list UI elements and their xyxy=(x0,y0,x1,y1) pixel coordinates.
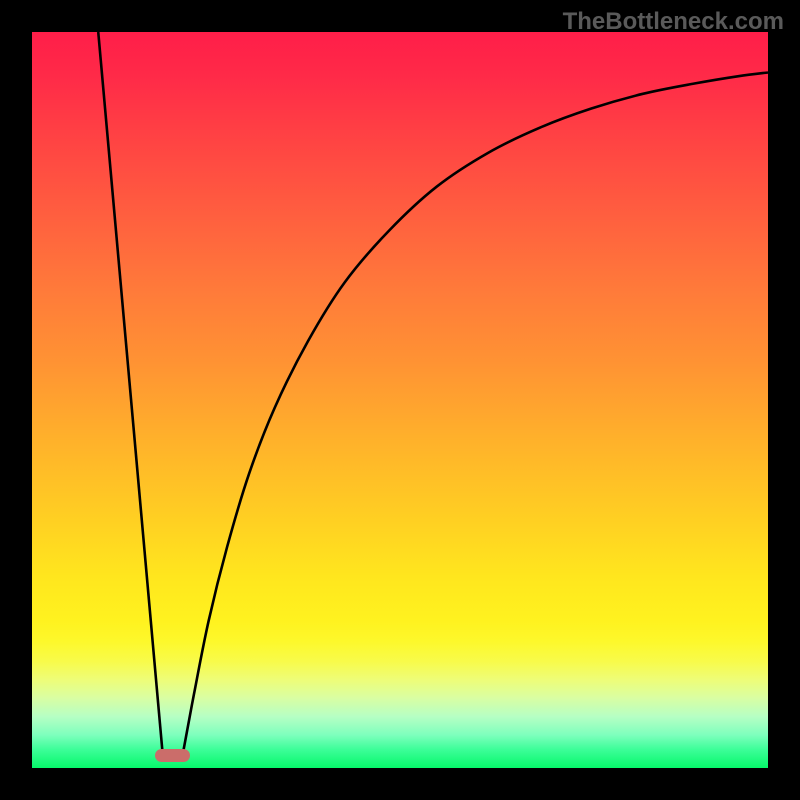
watermark-text: TheBottleneck.com xyxy=(563,8,784,36)
bottleneck-curve xyxy=(32,32,768,768)
chart-container: TheBottleneck.com xyxy=(0,0,800,800)
plot-area xyxy=(32,32,768,768)
optimal-marker xyxy=(155,749,190,762)
